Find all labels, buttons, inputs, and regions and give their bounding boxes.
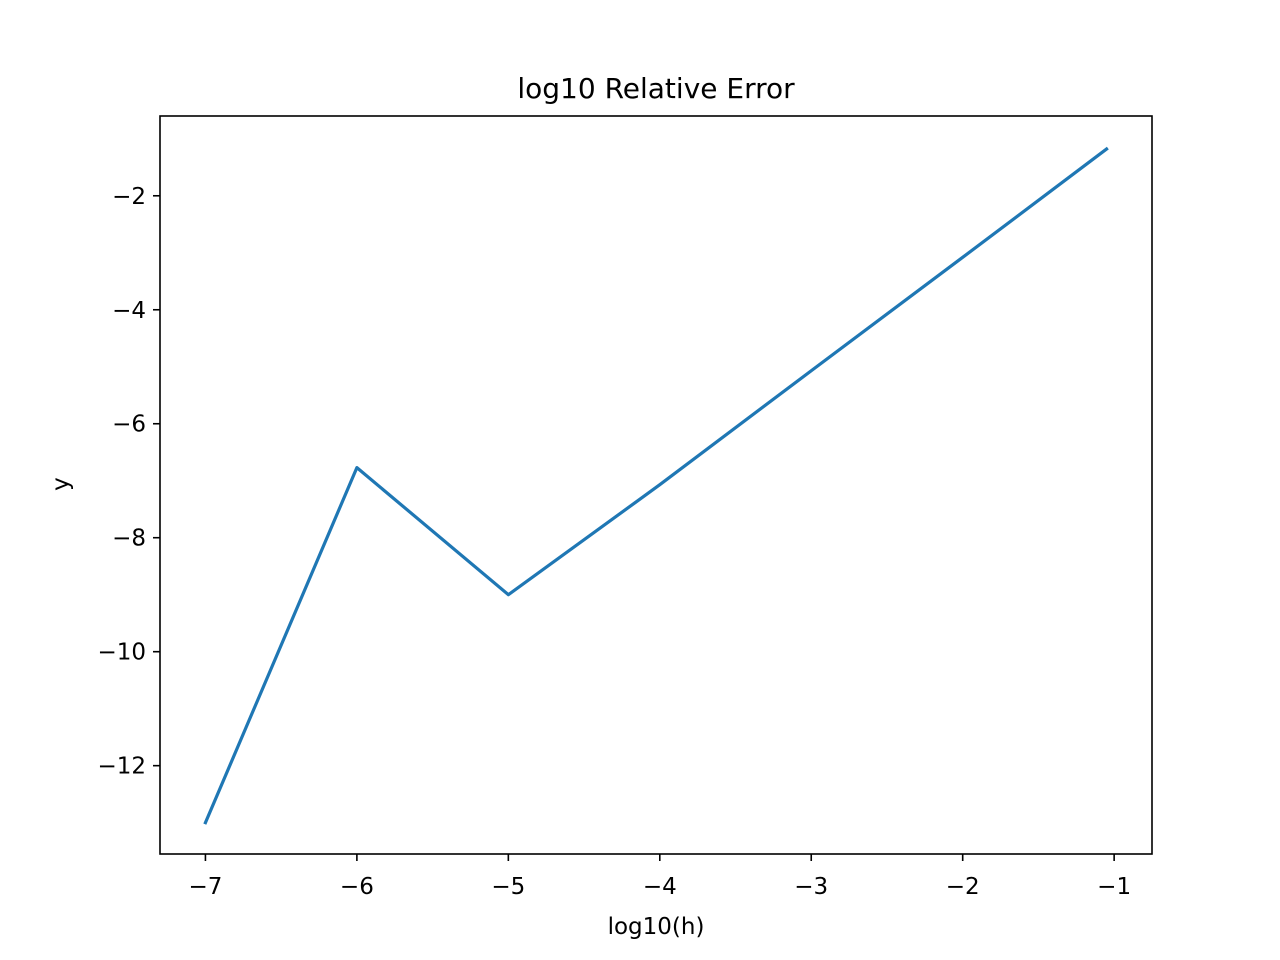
x-tick-label: −1: [1097, 874, 1131, 900]
chart-title: log10 Relative Error: [517, 72, 795, 105]
y-tick-label: −12: [97, 754, 146, 780]
x-axis: −7 −6 −5 −4 −3 −2 −1: [188, 854, 1131, 900]
x-tick-label: −6: [340, 874, 374, 900]
plot-frame: [159, 115, 1153, 855]
x-tick-label: −2: [946, 874, 980, 900]
y-tick-label: −8: [112, 526, 146, 552]
plot-area: [203, 146, 1109, 825]
x-tick-label: −7: [188, 874, 222, 900]
y-axis-label: y: [48, 477, 74, 491]
y-tick-label: −4: [112, 298, 146, 324]
x-tick-label: −4: [643, 874, 677, 900]
y-tick-label: −6: [112, 412, 146, 438]
x-tick-label: −3: [794, 874, 828, 900]
y-axis: −2 −4 −6 −8 −10 −12: [97, 184, 160, 780]
x-axis-label: log10(h): [608, 914, 705, 940]
x-tick-label: −5: [491, 874, 525, 900]
y-tick-label: −10: [97, 640, 146, 666]
y-tick-label: −2: [112, 184, 146, 210]
